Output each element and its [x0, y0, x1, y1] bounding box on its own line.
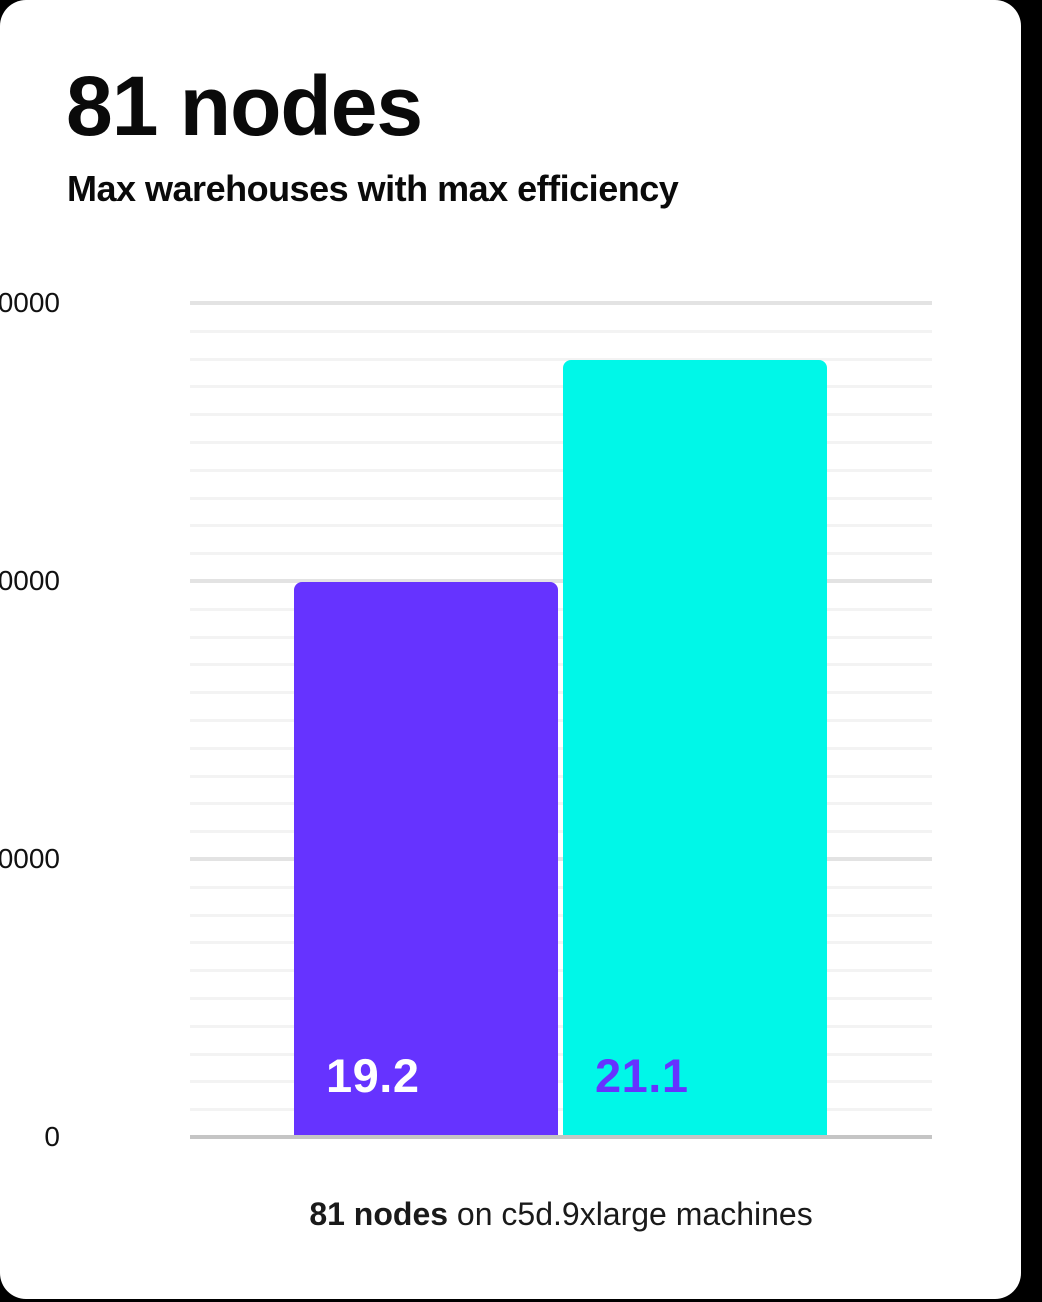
gridline-minor [190, 885, 932, 889]
page-subtitle: Max warehouses with max efficiency [67, 168, 679, 209]
gridline-minor [190, 468, 932, 472]
y-axis-tick-label: 0 [44, 1121, 60, 1152]
bar-value-label: 19.2 [326, 1049, 420, 1102]
bar-19-2: 19.2 [294, 582, 558, 1137]
gridline-minor [190, 607, 932, 611]
gridline-minor [190, 1024, 932, 1028]
y-axis-tick-label: 50000 [0, 843, 60, 874]
gridline-minor [190, 941, 932, 945]
x-axis-line [190, 1135, 932, 1139]
caption: 81 nodes on c5d.9xlarge machines [190, 1196, 932, 1233]
gridline-minor [190, 802, 932, 806]
caption-bold-text: 81 nodes [309, 1196, 449, 1232]
gridline-minor [190, 1080, 932, 1084]
gridline-minor [190, 441, 932, 444]
gridline-minor [190, 329, 932, 333]
caption-rest-text: on c5d.9xlarge machines [448, 1196, 813, 1232]
gridline-minor [190, 1052, 932, 1056]
gridline-minor [190, 774, 932, 778]
gridline-minor [190, 413, 932, 417]
gridline-major [190, 579, 932, 583]
gridline-minor [190, 524, 932, 528]
gridline-minor [190, 830, 932, 834]
gridline-minor [190, 913, 932, 917]
y-axis-tick-label: 150000 [0, 287, 60, 318]
gridline-major [190, 301, 932, 305]
card: 81 nodes Max warehouses with max efficie… [0, 0, 1021, 1299]
bar-21-1: 21.1 [563, 359, 827, 1137]
gridline-minor [190, 719, 932, 722]
gridline-minor [190, 663, 932, 667]
y-axis-tick-label: 100000 [0, 565, 60, 596]
page-title: 81 nodes [66, 59, 423, 153]
gridline-minor [190, 997, 932, 1000]
gridline-minor [190, 635, 932, 639]
gridline-minor [190, 969, 932, 973]
gridline-major [190, 857, 932, 861]
gridline-minor [190, 1108, 932, 1112]
plot-area: 150000 100000 50000 0 19.2 21.1 [0, 287, 932, 1152]
gridline-minor [190, 552, 932, 556]
gridline-minor [190, 385, 932, 389]
gridline-minor [190, 496, 932, 500]
gridline-minor [190, 357, 932, 361]
gridline-minor [190, 746, 932, 750]
bar-value-label: 21.1 [595, 1049, 689, 1102]
gridline-minor [190, 691, 932, 695]
